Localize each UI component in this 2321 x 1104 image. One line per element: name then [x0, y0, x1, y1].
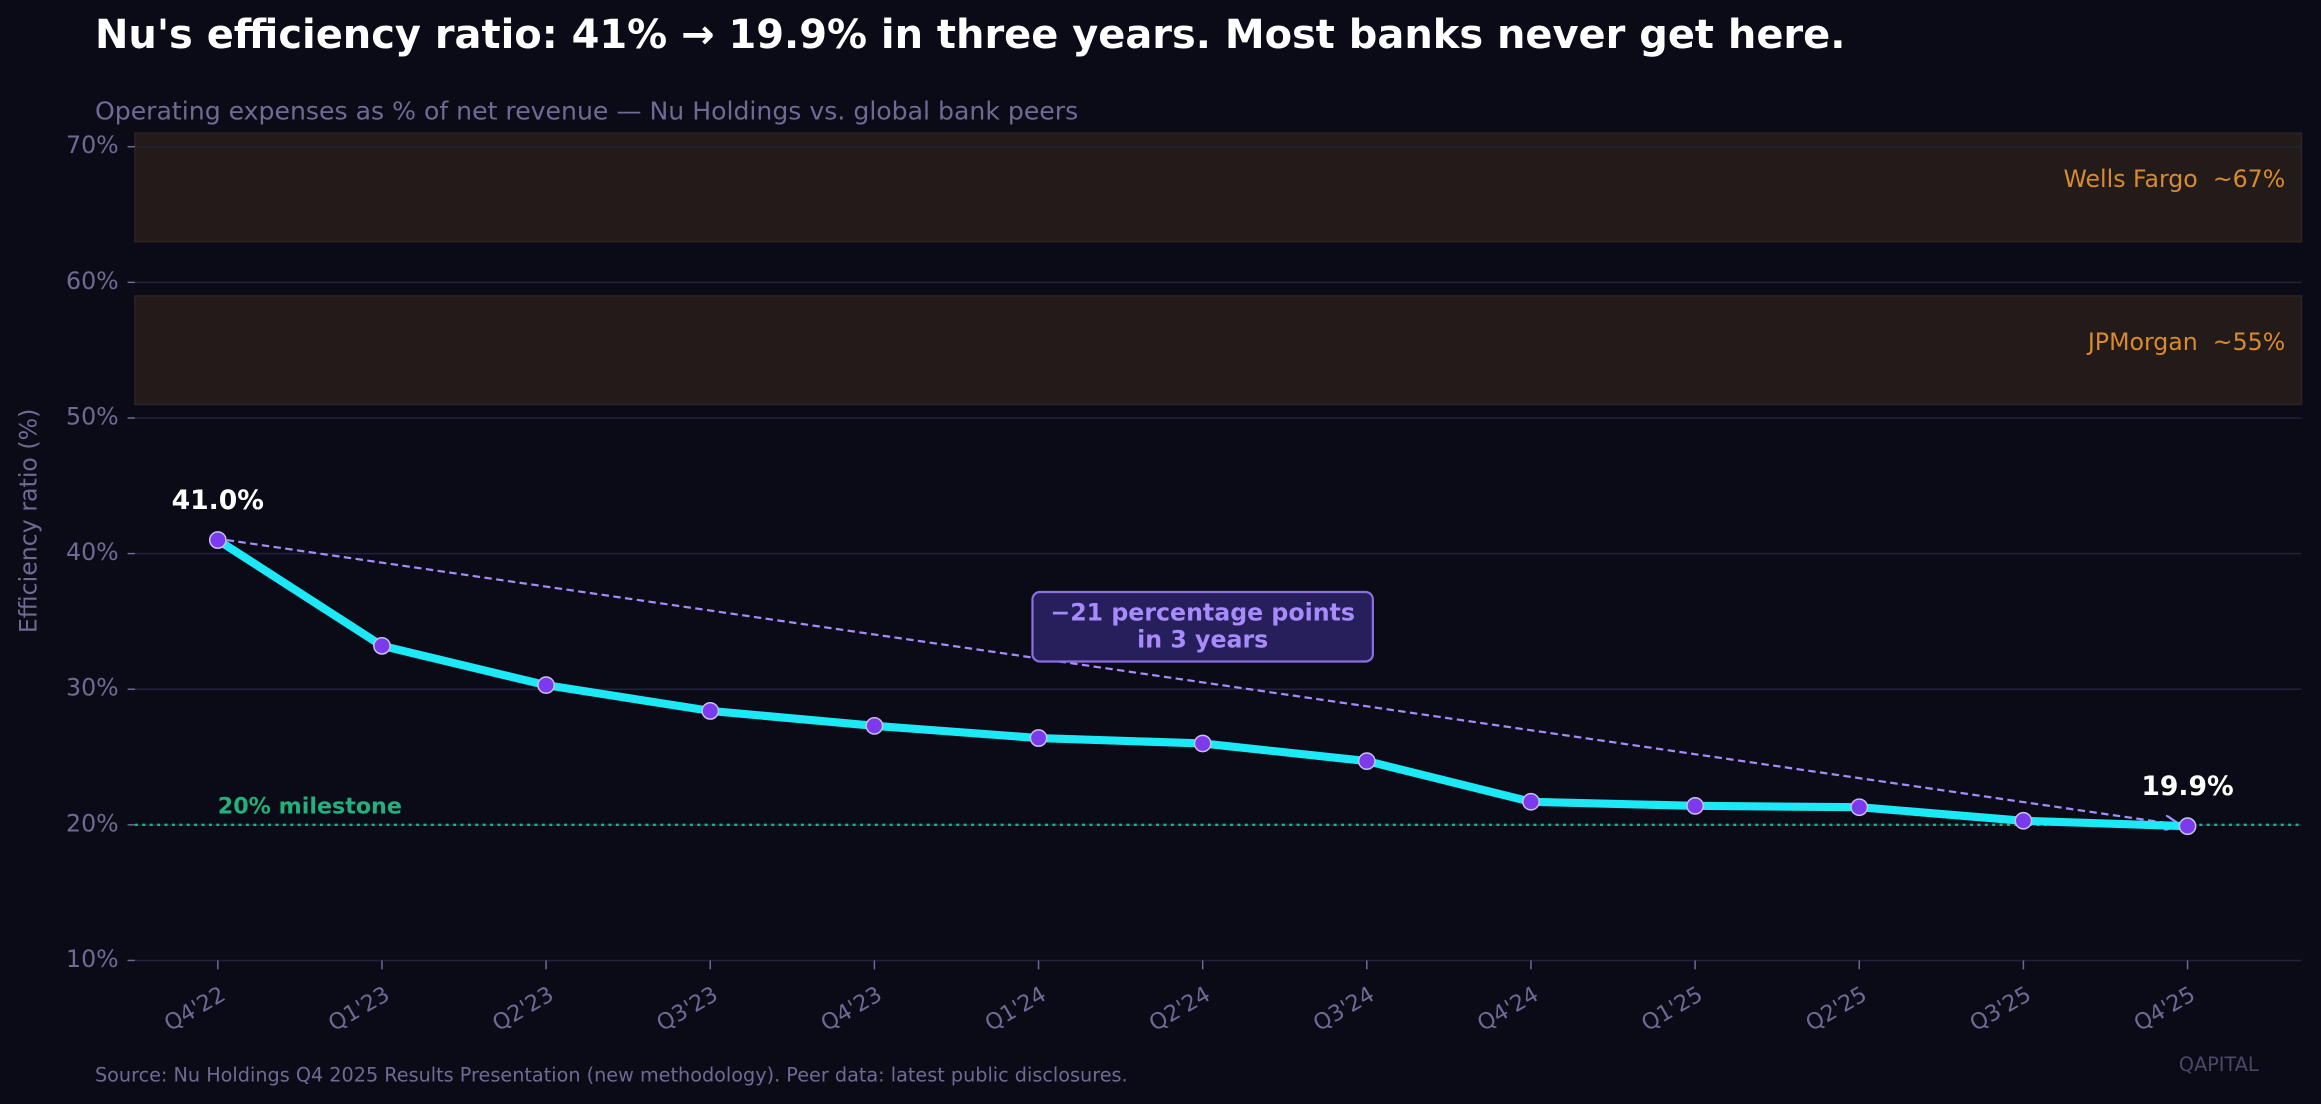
y-tick-label: 60%	[66, 267, 119, 295]
marker	[2178, 817, 2197, 836]
milestone-label: 20% milestone	[218, 794, 402, 820]
marker	[1850, 798, 1869, 817]
marker	[1522, 792, 1540, 811]
trend-arrow	[226, 538, 2179, 825]
y-tick-label: 70%	[66, 131, 119, 159]
peer-band-label: Wells Fargo ~67%	[2063, 165, 2285, 193]
y-tick-label: 30%	[66, 674, 119, 702]
watermark: QAPITAL	[2179, 1053, 2259, 1076]
y-tick-label: 50%	[66, 402, 119, 430]
marker	[208, 531, 227, 549]
value-label: 41.0%	[172, 485, 264, 516]
peer-band-label: JPMorgan ~55%	[2086, 328, 2285, 356]
annotation-text: in 3 years	[1137, 625, 1268, 653]
marker	[1357, 752, 1376, 770]
marker	[865, 716, 884, 735]
marker	[1686, 796, 1704, 815]
y-tick-label: 40%	[66, 538, 119, 566]
value-label: 19.9%	[2141, 771, 2233, 802]
marker	[1029, 729, 1048, 747]
y-axis-label: Efficiency ratio (%)	[14, 409, 42, 633]
marker	[373, 636, 391, 655]
annotation-box	[1031, 590, 1374, 663]
source-note: Source: Nu Holdings Q4 2025 Results Pres…	[95, 1063, 1128, 1086]
y-tick-label: 20%	[66, 809, 119, 837]
marker	[2014, 811, 2033, 830]
chart-title: Nu's efficiency ratio: 41% → 19.9% in th…	[95, 12, 1845, 58]
chart-subtitle: Operating expenses as % of net revenue —…	[95, 96, 1078, 125]
peer-band	[134, 295, 2303, 406]
marker	[537, 676, 555, 695]
annotation-text: −21 percentage points	[1050, 599, 1355, 627]
y-tick-label: 10%	[66, 945, 119, 973]
marker	[701, 702, 720, 720]
marker	[1193, 734, 1212, 753]
peer-band	[134, 132, 2303, 243]
